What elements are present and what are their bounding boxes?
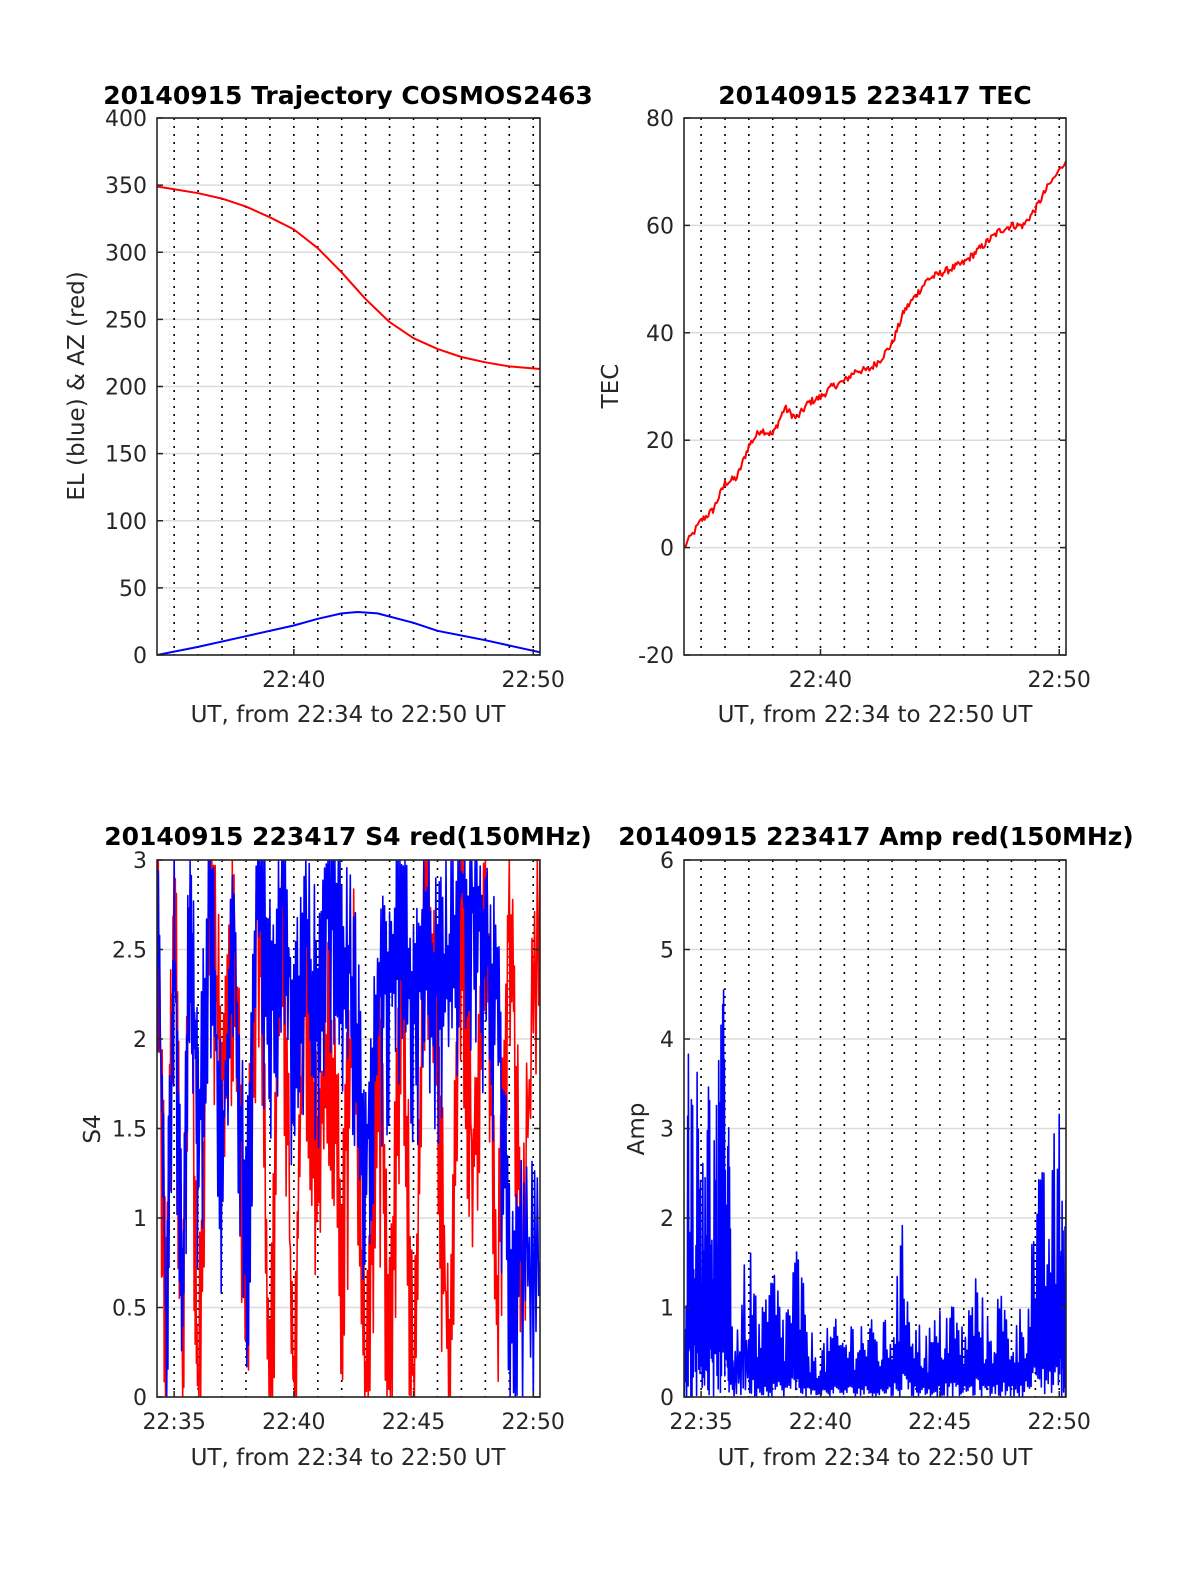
s4-panel: 20140915 223417 S4 red(150MHz) UT, from … bbox=[80, 822, 592, 1471]
amp-xtick-label-1: 22:40 bbox=[789, 1410, 852, 1435]
tec-ytick-label-5: 80 bbox=[646, 107, 674, 132]
amp-x-label: UT, from 22:34 to 22:50 UT bbox=[718, 1445, 1034, 1471]
amp-title: 20140915 223417 Amp red(150MHz) bbox=[618, 822, 1134, 851]
trajectory-ytick-label-2: 100 bbox=[105, 510, 147, 535]
amp-panel: 20140915 223417 Amp red(150MHz) UT, from… bbox=[618, 822, 1134, 1471]
trajectory-ytick-label-8: 400 bbox=[105, 107, 147, 132]
s4-ytick-label-2: 1 bbox=[133, 1207, 147, 1232]
tec-ytick-label-0: -20 bbox=[638, 644, 674, 669]
tec-ytick-label-4: 60 bbox=[646, 214, 674, 239]
amp-xtick-label-3: 22:50 bbox=[1028, 1410, 1091, 1435]
trajectory-xtick-label-1: 22:50 bbox=[502, 668, 565, 693]
tec-plot-area bbox=[684, 118, 1066, 655]
amp-y-label: Amp bbox=[624, 1103, 650, 1156]
s4-ytick-label-4: 2 bbox=[133, 1028, 147, 1053]
trajectory-series-0-line bbox=[157, 185, 540, 370]
trajectory-panel: 20140915 Trajectory COSMOS2463 UT, from … bbox=[64, 81, 593, 728]
s4-xtick-label-1: 22:40 bbox=[262, 1410, 325, 1435]
tec-x-label: UT, from 22:34 to 22:50 UT bbox=[718, 702, 1034, 728]
s4-xtick-label-0: 22:35 bbox=[142, 1410, 205, 1435]
amp-series-0-line bbox=[684, 989, 1066, 1397]
tec-ytick-label-2: 20 bbox=[646, 429, 674, 454]
trajectory-ytick-label-5: 250 bbox=[105, 308, 147, 333]
amp-ytick-label-2: 2 bbox=[660, 1207, 674, 1232]
s4-ytick-label-1: 0.5 bbox=[112, 1297, 147, 1322]
trajectory-ytick-label-7: 350 bbox=[105, 174, 147, 199]
trajectory-ytick-label-4: 200 bbox=[105, 376, 147, 401]
tec-axes-box bbox=[683, 117, 1067, 656]
trajectory-xtick-label-0: 22:40 bbox=[262, 668, 325, 693]
s4-series-1-line bbox=[157, 860, 540, 1397]
tec-ytick-label-1: 0 bbox=[660, 537, 674, 562]
amp-xtick-label-0: 22:35 bbox=[669, 1410, 732, 1435]
tec-xtick-label-0: 22:40 bbox=[789, 668, 852, 693]
s4-xtick-label-3: 22:50 bbox=[502, 1410, 565, 1435]
s4-title: 20140915 223417 S4 red(150MHz) bbox=[104, 822, 592, 851]
trajectory-x-label: UT, from 22:34 to 22:50 UT bbox=[191, 702, 507, 728]
amp-ytick-label-1: 1 bbox=[660, 1297, 674, 1322]
trajectory-y-label: EL (blue) & AZ (red) bbox=[64, 271, 90, 500]
tec-series-0-line bbox=[684, 160, 1066, 548]
s4-ytick-label-3: 1.5 bbox=[112, 1118, 147, 1143]
amp-ytick-label-5: 5 bbox=[660, 939, 674, 964]
s4-ytick-label-5: 2.5 bbox=[112, 939, 147, 964]
trajectory-ytick-label-6: 300 bbox=[105, 241, 147, 266]
amp-ytick-label-0: 0 bbox=[660, 1386, 674, 1411]
amp-ytick-label-3: 3 bbox=[660, 1118, 674, 1143]
trajectory-ytick-label-0: 0 bbox=[133, 644, 147, 669]
trajectory-series-1-line bbox=[157, 611, 540, 655]
trajectory-ytick-label-1: 50 bbox=[119, 577, 147, 602]
s4-x-label: UT, from 22:34 to 22:50 UT bbox=[191, 1445, 507, 1471]
s4-xtick-label-2: 22:45 bbox=[382, 1410, 445, 1435]
tec-ytick-label-3: 40 bbox=[646, 322, 674, 347]
amp-xtick-label-2: 22:45 bbox=[908, 1410, 971, 1435]
amp-ytick-label-6: 6 bbox=[660, 849, 674, 874]
tec-xtick-label-1: 22:50 bbox=[1028, 668, 1091, 693]
s4-series-0-line bbox=[157, 860, 540, 1397]
tec-panel: 20140915 223417 TEC UT, from 22:34 to 22… bbox=[598, 81, 1091, 728]
amp-ytick-label-4: 4 bbox=[660, 1028, 674, 1053]
s4-ytick-label-6: 3 bbox=[133, 849, 147, 874]
tec-title: 20140915 223417 TEC bbox=[718, 81, 1031, 110]
trajectory-ytick-label-3: 150 bbox=[105, 443, 147, 468]
s4-ytick-label-0: 0 bbox=[133, 1386, 147, 1411]
trajectory-title: 20140915 Trajectory COSMOS2463 bbox=[103, 81, 593, 110]
s4-y-label: S4 bbox=[80, 1114, 106, 1143]
tec-y-label: TEC bbox=[598, 364, 624, 410]
